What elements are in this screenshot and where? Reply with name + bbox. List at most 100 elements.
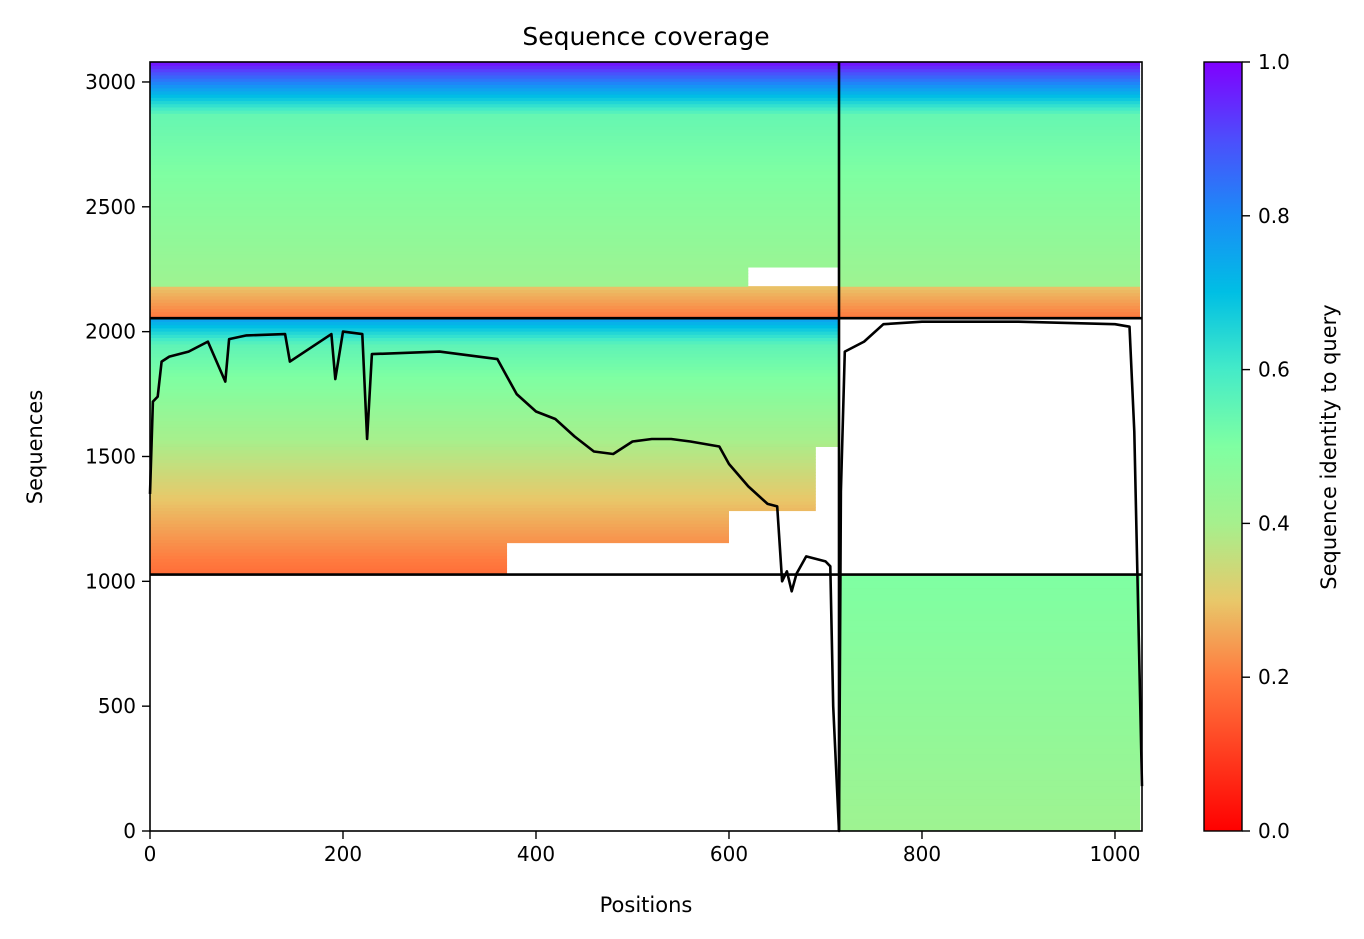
heatmap-band xyxy=(838,119,1141,124)
heatmap-band xyxy=(150,180,839,185)
heatmap-band xyxy=(150,135,839,140)
heatmap-band xyxy=(150,87,839,92)
heatmap-band xyxy=(150,459,816,464)
heatmap-band xyxy=(150,423,839,428)
heatmap-band xyxy=(838,78,1141,82)
heatmap-band xyxy=(150,449,816,454)
heatmap-band xyxy=(150,475,816,480)
colorbar-tick-label: 0.4 xyxy=(1258,511,1290,535)
heatmap-band xyxy=(838,94,1141,98)
heatmap-band xyxy=(838,645,1141,653)
heatmap-band xyxy=(150,340,839,345)
heatmap-band xyxy=(150,391,839,396)
heatmap-band xyxy=(150,81,839,86)
heatmap-band xyxy=(150,311,839,316)
heatmap-band xyxy=(150,103,839,108)
heatmap-band xyxy=(150,536,729,540)
heatmap-band xyxy=(838,254,1141,258)
heatmap-band xyxy=(838,276,1141,281)
heatmap-band xyxy=(150,266,749,271)
heatmap-band xyxy=(150,289,839,294)
heatmap-band xyxy=(838,209,1141,214)
heatmap-band xyxy=(838,180,1141,185)
heatmap-band xyxy=(838,702,1141,710)
heatmap-band xyxy=(150,513,729,518)
heatmap-band xyxy=(838,263,1141,268)
heatmap-band xyxy=(150,478,816,483)
heatmap-band xyxy=(838,164,1141,169)
heatmap-band xyxy=(838,74,1141,79)
heatmap-band xyxy=(150,321,839,326)
heatmap-band xyxy=(150,532,729,537)
heatmap-band xyxy=(150,193,839,198)
heatmap-band xyxy=(838,257,1141,262)
heatmap-band xyxy=(838,135,1141,140)
heatmap-band xyxy=(150,212,839,217)
heatmap-band xyxy=(838,282,1141,287)
heatmap-band xyxy=(150,97,839,102)
x-axis-label: Positions xyxy=(600,893,693,917)
heatmap-band xyxy=(150,452,816,457)
heatmap-band xyxy=(150,231,839,236)
heatmap-band xyxy=(838,683,1141,691)
heatmap-band xyxy=(150,84,839,89)
colorbar-tick-label: 0.2 xyxy=(1258,665,1290,689)
heatmap-band xyxy=(150,334,839,338)
heatmap-band xyxy=(838,279,1141,284)
heatmap-band xyxy=(150,318,839,322)
heatmap-band xyxy=(838,90,1141,95)
heatmap-band xyxy=(150,504,816,508)
heatmap-band xyxy=(150,488,816,492)
heatmap-band xyxy=(150,113,839,118)
heatmap-band xyxy=(150,545,508,550)
heatmap-band xyxy=(838,632,1141,640)
heatmap-band xyxy=(150,363,839,367)
heatmap-band xyxy=(838,260,1141,265)
heatmap-band xyxy=(150,78,839,82)
heatmap-band xyxy=(150,62,839,66)
heatmap-band xyxy=(150,138,839,143)
heatmap-band xyxy=(838,587,1141,595)
x-tick-label: 1000 xyxy=(1090,842,1141,866)
heatmap-band xyxy=(838,202,1141,207)
heatmap-band xyxy=(150,558,508,563)
heatmap-band xyxy=(150,433,839,438)
heatmap-band xyxy=(150,241,839,246)
heatmap-band xyxy=(150,404,839,409)
heatmap-band xyxy=(150,401,839,406)
heatmap-band xyxy=(150,379,839,383)
heatmap-band xyxy=(150,388,839,393)
x-axis: 0 200 400 600 800 1000 xyxy=(144,831,1141,866)
heatmap-band xyxy=(150,343,839,348)
heatmap-band xyxy=(838,651,1141,659)
heatmap-band xyxy=(838,161,1141,166)
heatmap-band xyxy=(838,183,1141,188)
heatmap-band xyxy=(838,625,1141,633)
heatmap-band xyxy=(838,234,1141,239)
heatmap-band xyxy=(838,126,1141,130)
heatmap-band xyxy=(838,689,1141,697)
heatmap-band xyxy=(150,359,839,364)
heatmap-band xyxy=(150,568,508,572)
y-axis-label: Sequences xyxy=(23,390,47,505)
heatmap-band xyxy=(838,677,1141,685)
heatmap-band xyxy=(150,375,839,380)
heatmap-band xyxy=(838,206,1141,210)
heatmap-band xyxy=(150,337,839,342)
heatmap-band xyxy=(838,824,1141,831)
plot-frame xyxy=(149,61,1143,832)
heatmap-band xyxy=(838,273,1141,278)
heatmap-band xyxy=(838,167,1141,172)
heatmap-band xyxy=(838,818,1141,826)
heatmap-band xyxy=(150,395,839,399)
heatmap-band xyxy=(150,314,839,319)
heatmap-band xyxy=(150,209,839,214)
heatmap-band xyxy=(150,523,729,528)
heatmap-band xyxy=(838,62,1141,66)
heatmap-band xyxy=(838,619,1141,627)
heatmap-band xyxy=(838,302,1141,306)
heatmap-band xyxy=(838,606,1141,614)
heatmap-band xyxy=(838,122,1141,127)
heatmap-band xyxy=(150,222,839,226)
